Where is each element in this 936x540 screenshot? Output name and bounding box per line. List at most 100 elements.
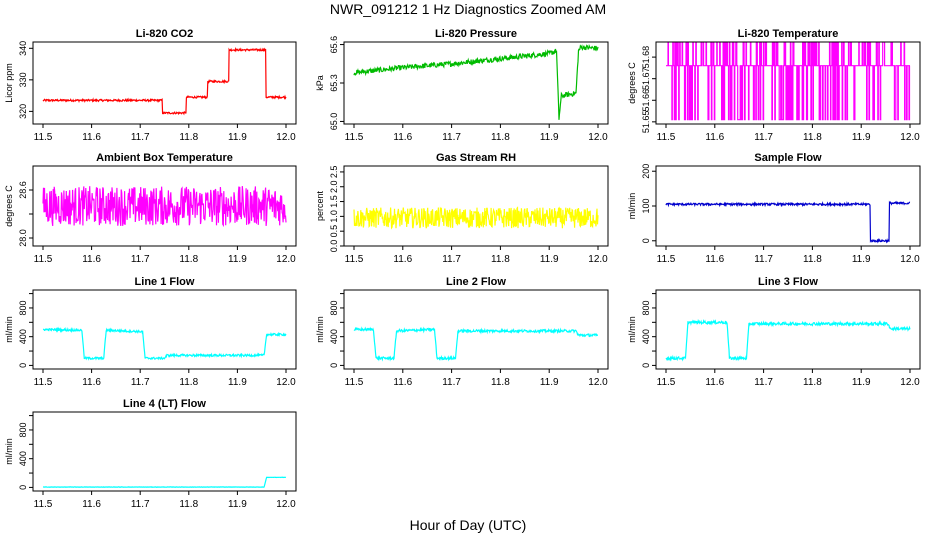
x-tick-label: 11.9 (540, 254, 559, 265)
y-tick-label: 65.0 (329, 113, 339, 131)
panel-title: Li-820 Temperature (738, 28, 839, 40)
x-tick-label: 11.9 (228, 499, 247, 510)
x-tick-label: 11.8 (179, 132, 198, 143)
plot-frame (32, 165, 297, 247)
x-tick-label: 11.7 (131, 499, 150, 510)
x-tick-label: 11.8 (803, 132, 822, 143)
x-tick-label: 11.5 (34, 499, 53, 510)
y-tick-label: 1.0 (329, 210, 339, 223)
panel-title: Gas Stream RH (436, 152, 516, 164)
x-axis-title: Hour of Day (UTC) (409, 517, 527, 533)
y-tick-label: 400 (18, 329, 28, 344)
x-tick-label: 11.8 (179, 499, 198, 510)
x-tick-label: 11.6 (393, 132, 412, 143)
series-line-rh (353, 206, 599, 230)
x-tick-label: 11.6 (705, 254, 724, 265)
y-axis-label: ml/min (4, 316, 14, 343)
x-tick-label: 11.8 (179, 377, 198, 388)
x-tick-label: 12.0 (276, 499, 296, 510)
y-axis-label: kPa (315, 75, 325, 91)
x-tick-label: 11.9 (540, 132, 559, 143)
panel-title: Line 4 (LT) Flow (123, 398, 206, 410)
x-tick-label: 11.6 (705, 377, 724, 388)
panel-line2-flow: Line 2 Flow ml/min 0 400 800 11.5 11.6 11.7 11.8… (315, 276, 609, 388)
x-tick-label: 11.5 (34, 377, 53, 388)
y-tick-label: 800 (641, 300, 651, 315)
y-tick-label: 51.66 (641, 89, 651, 112)
y-tick-label: 2.0 (329, 180, 339, 193)
x-tick-label: 11.9 (228, 132, 247, 143)
series-line-licor-temp (666, 42, 911, 121)
y-tick-label: 2.5 (329, 166, 339, 179)
x-tick-label: 11.7 (131, 132, 150, 143)
y-tick-label: 51.68 (641, 46, 651, 69)
panel-title: Li-820 Pressure (435, 28, 517, 40)
y-tick-label: 28.6 (18, 181, 28, 199)
y-tick-label: 0 (18, 363, 28, 368)
x-tick-label: 11.8 (491, 132, 510, 143)
y-tick-label: 340 (18, 41, 28, 56)
x-tick-label: 12.0 (276, 132, 296, 143)
x-tick-label: 11.9 (540, 377, 559, 388)
x-tick-label: 11.5 (657, 254, 676, 265)
x-tick-label: 11.5 (34, 254, 53, 265)
x-tick-label: 11.5 (345, 132, 364, 143)
x-tick-label: 11.5 (657, 377, 676, 388)
y-tick-label: 0 (641, 363, 651, 368)
panel-title: Li-820 CO2 (136, 28, 193, 40)
x-tick-label: 11.7 (754, 132, 773, 143)
x-tick-label: 11.6 (393, 254, 412, 265)
y-tick-label: 0 (641, 238, 651, 243)
x-tick-label: 11.8 (803, 254, 822, 265)
x-tick-label: 11.8 (491, 254, 510, 265)
plot-frame (343, 289, 609, 370)
panel-title: Line 1 Flow (135, 276, 195, 288)
y-axis-label: degrees C (627, 62, 637, 104)
x-tick-label: 12.0 (900, 377, 920, 388)
panel-rh: Gas Stream RH percent 0.0 0.5 1.0 1.5 2.02.5 11… (315, 152, 609, 265)
x-tick-label: 11.6 (82, 377, 101, 388)
panel-pressure: Li-820 Pressure kPa 65.0 65.3 65.6 11.5 11.6 11… (315, 28, 609, 143)
y-tick-label: 400 (18, 451, 28, 466)
x-tick-label: 11.7 (131, 377, 150, 388)
x-tick-label: 11.8 (803, 377, 822, 388)
plot-frame (343, 41, 609, 125)
panel-box-temp: Ambient Box Temperature degrees C 28.0 28.6… (4, 152, 297, 265)
y-tick-label: 0 (18, 485, 28, 490)
y-tick-label: 200 (641, 164, 651, 179)
x-tick-label: 11.7 (131, 254, 150, 265)
y-axis-label: Licor ppm (4, 63, 14, 103)
plot-frame (655, 165, 921, 247)
plot-frame (32, 41, 297, 125)
y-tick-label: 51.67 (641, 67, 651, 90)
y-tick-label: 65.3 (329, 74, 339, 92)
y-axis-label: percent (315, 190, 325, 221)
plot-frame (655, 41, 921, 125)
y-tick-label: 100 (641, 198, 651, 213)
plot-frame (32, 411, 297, 492)
y-tick-label: 330 (18, 72, 28, 87)
x-tick-label: 11.6 (393, 377, 412, 388)
y-tick-label: 0.5 (329, 225, 339, 238)
y-axis-label: degrees C (4, 185, 14, 227)
x-tick-label: 11.7 (754, 254, 773, 265)
y-tick-label: 800 (18, 422, 28, 437)
x-tick-label: 11.6 (82, 254, 101, 265)
y-axis-label: ml/min (315, 316, 325, 343)
x-tick-label: 11.5 (657, 132, 676, 143)
x-tick-label: 12.0 (588, 132, 608, 143)
x-tick-label: 12.0 (900, 132, 920, 143)
y-tick-label: 0.0 (329, 240, 339, 253)
y-tick-label: 800 (329, 300, 339, 315)
y-axis-label: ml/min (627, 316, 637, 343)
panel-line4-flow: Line 4 (LT) Flow ml/min 0 400 800 11.5 11.6 11.… (4, 398, 297, 510)
x-tick-label: 11.7 (442, 254, 461, 265)
panel-title: Line 3 Flow (758, 276, 818, 288)
y-axis-label: ml/min (627, 193, 637, 220)
panel-title: Line 2 Flow (446, 276, 506, 288)
plot-frame (343, 165, 609, 247)
x-tick-label: 11.8 (491, 377, 510, 388)
panel-title: Ambient Box Temperature (96, 152, 233, 164)
